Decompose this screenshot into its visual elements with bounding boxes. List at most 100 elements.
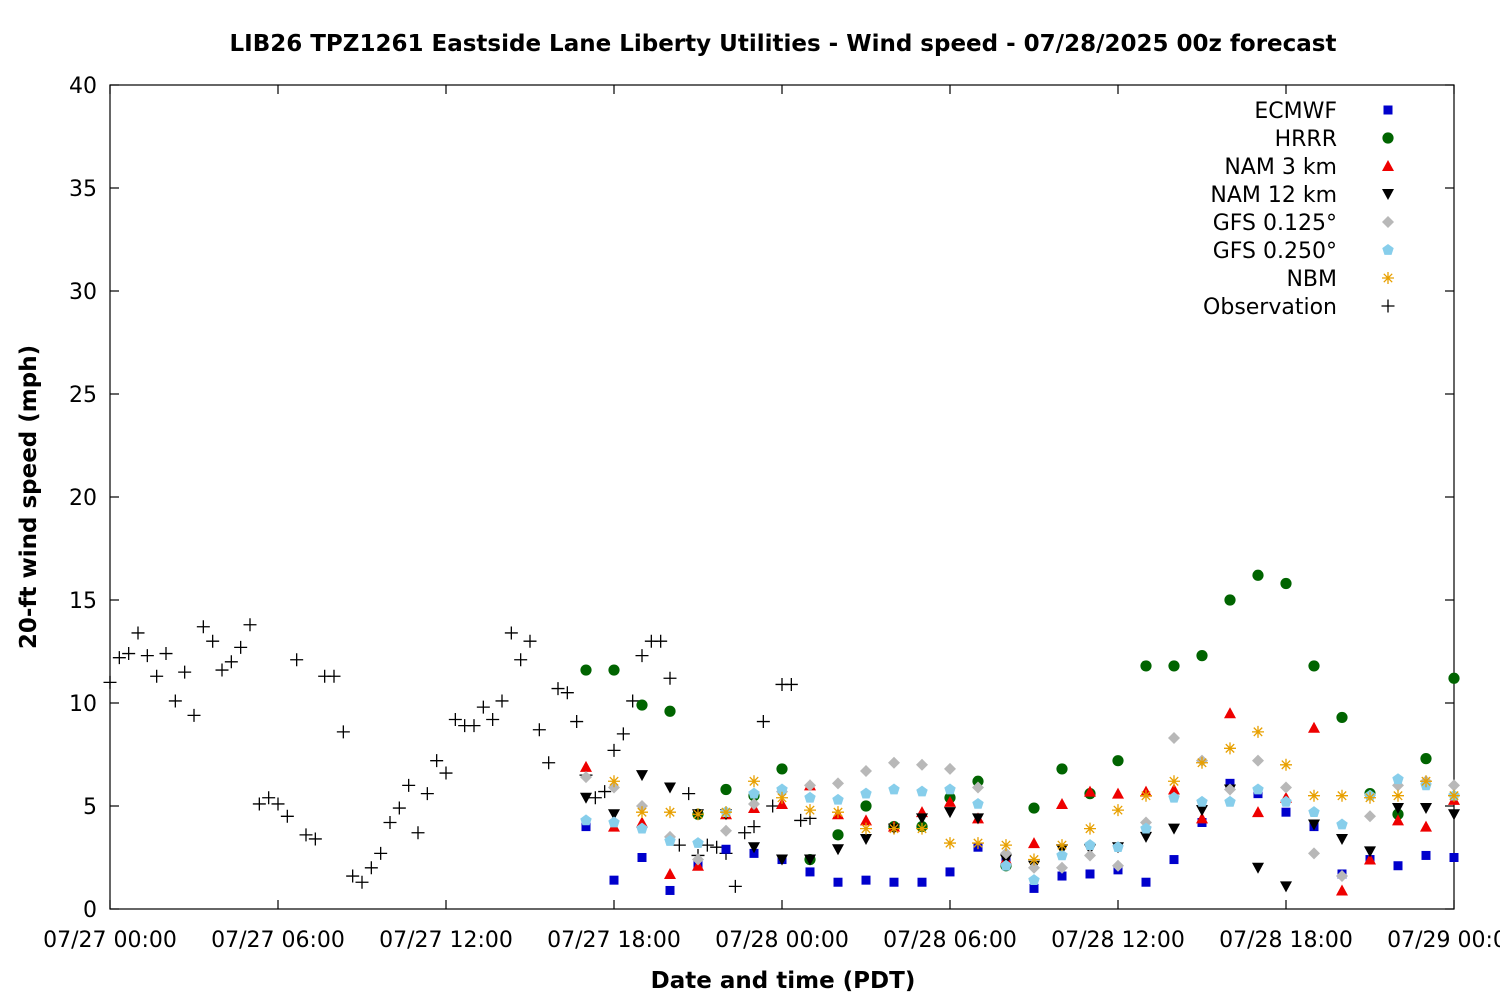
observation-point <box>495 694 509 708</box>
nam-12-km-point <box>1196 805 1208 817</box>
gfs-0-125-point <box>804 779 816 792</box>
y-tick-label: 0 <box>83 898 97 923</box>
gfs-0-125-point <box>580 771 592 784</box>
ecmwf-point <box>1449 853 1459 862</box>
nam-12-km-point <box>1140 831 1152 843</box>
gfs-0-125-point <box>692 853 704 866</box>
x-tick-label: 07/28 00:00 <box>715 928 849 953</box>
observation-point <box>756 715 770 729</box>
nbm-point <box>692 808 704 821</box>
nbm-point <box>636 806 648 819</box>
observation-point <box>448 712 462 726</box>
gfs-0-125-point <box>1168 732 1180 745</box>
observation-point <box>122 647 136 661</box>
ecmwf-point <box>1029 883 1039 893</box>
gfs-0-125-point <box>1252 754 1264 767</box>
observation-point <box>159 647 173 661</box>
ecmwf-point <box>1141 877 1151 887</box>
gfs-0-250-point <box>608 816 620 828</box>
ecmwf-point <box>581 822 591 832</box>
nbm-point <box>1364 791 1376 804</box>
legend-label-gfs-0-250: GFS 0.250° <box>1213 239 1337 264</box>
nbm-point <box>1336 789 1348 802</box>
nam-3-km-point <box>1196 812 1208 824</box>
nam-12-km-point <box>1308 819 1320 831</box>
x-tick-label: 07/28 18:00 <box>1219 928 1353 953</box>
ecmwf-point <box>609 875 619 885</box>
gfs-0-250-point <box>1392 773 1404 785</box>
nam-3-km-point <box>1168 783 1180 795</box>
observation-point <box>700 838 714 852</box>
observation-point <box>224 655 238 669</box>
observation-point <box>168 694 182 708</box>
nbm-point <box>944 837 956 850</box>
observation-point <box>178 665 192 679</box>
hrrr-point <box>972 775 984 787</box>
nam-12-km-point <box>944 807 956 819</box>
observation-point <box>346 869 360 883</box>
observation-point <box>588 791 602 805</box>
observation-point <box>672 838 686 852</box>
nam-3-km-point <box>664 867 676 879</box>
nbm-point <box>608 775 620 788</box>
observation-point <box>131 626 145 640</box>
observation-point <box>103 675 117 689</box>
gfs-0-250-point <box>860 787 872 799</box>
nam-3-km-point <box>860 814 872 826</box>
observation-point <box>327 669 341 683</box>
nam-12-km-point <box>832 844 844 856</box>
gfs-0-250-point <box>580 814 592 826</box>
nbm-point <box>972 837 984 850</box>
hrrr-point <box>664 705 676 717</box>
gfs-0-250-point <box>1000 859 1012 871</box>
gfs-0-125-point <box>748 797 760 810</box>
ecmwf-point <box>1421 850 1431 860</box>
gfs-0-250-point <box>1280 795 1292 807</box>
hrrr-point <box>1224 594 1236 606</box>
gfs-0-250-point <box>1308 806 1320 818</box>
legend-label-nam-3-km: NAM 3 km <box>1224 155 1337 180</box>
y-tick-label: 40 <box>69 74 97 99</box>
observation-point <box>252 797 266 811</box>
gfs-0-125-point <box>916 758 928 771</box>
hrrr-point <box>860 800 872 812</box>
nam-12-km-point <box>748 842 760 854</box>
nam-3-km-point <box>1112 787 1124 799</box>
observation-point <box>747 820 761 834</box>
hrrr-point <box>1168 660 1180 672</box>
observation-point <box>290 653 304 667</box>
observation-point <box>392 801 406 815</box>
gfs-0-250-point <box>832 793 844 805</box>
gfs-0-250-point <box>916 785 928 797</box>
hrrr-point <box>776 763 788 775</box>
observation-point <box>542 756 556 770</box>
legend-marker-nam-12-km <box>1382 189 1394 200</box>
legend-label-gfs-0-125: GFS 0.125° <box>1213 211 1337 236</box>
observation-point <box>364 861 378 875</box>
nam-12-km-point <box>664 782 676 794</box>
legend-marker-gfs-0-125 <box>1382 216 1394 228</box>
gfs-0-250-point <box>1196 795 1208 807</box>
x-tick-label: 07/27 06:00 <box>211 928 345 953</box>
nbm-point <box>1056 839 1068 852</box>
hrrr-point <box>1028 802 1040 814</box>
nbm-point <box>1224 742 1236 755</box>
observation-point <box>383 815 397 829</box>
observation-point <box>467 719 481 733</box>
nam-3-km-point <box>1056 797 1068 809</box>
nbm-point <box>664 806 676 819</box>
gfs-0-250-point <box>972 797 984 809</box>
hrrr-point <box>1392 808 1404 820</box>
hrrr-point <box>580 664 592 676</box>
nbm-point <box>888 822 900 835</box>
legend-marker-gfs-0-250 <box>1382 244 1394 255</box>
nbm-point <box>1196 756 1208 769</box>
hrrr-point <box>1448 672 1460 684</box>
gfs-0-125-point <box>1084 849 1096 862</box>
nam-3-km-point <box>636 816 648 828</box>
gfs-0-250-point <box>1056 849 1068 861</box>
gfs-0-250-point <box>888 783 900 795</box>
legend-marker-observation <box>1381 299 1395 313</box>
nam-3-km-point <box>1084 785 1096 797</box>
